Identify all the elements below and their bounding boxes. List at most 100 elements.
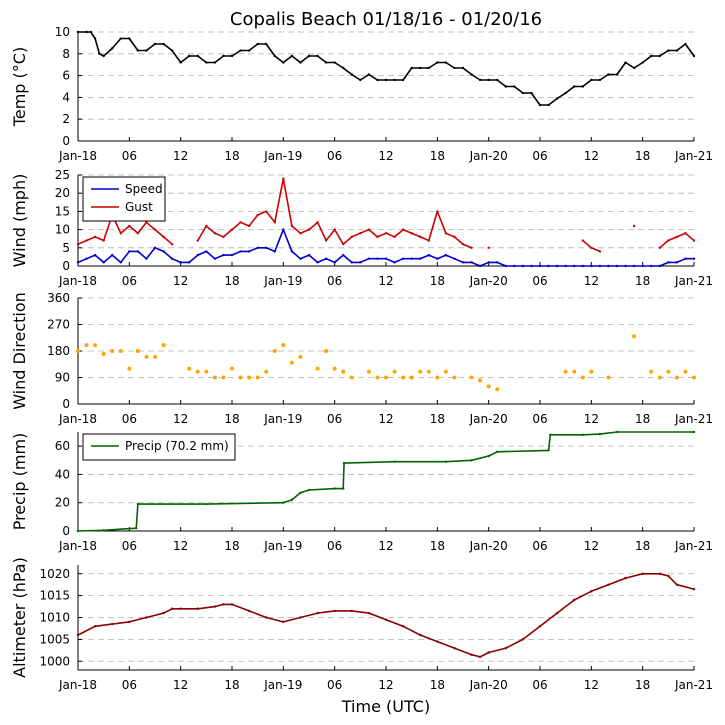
data-point [76, 349, 80, 353]
data-point [179, 61, 182, 64]
x-tick-label: 18 [430, 274, 445, 288]
x-tick-label: Jan-18 [58, 149, 97, 163]
data-point [161, 343, 166, 348]
data-point [487, 246, 490, 249]
data-point [101, 351, 106, 356]
data-point [350, 235, 353, 239]
data-point [487, 651, 490, 654]
data-point [89, 30, 93, 34]
data-point [436, 257, 439, 260]
data-point [658, 246, 661, 249]
legend: Precip (70.2 mm) [82, 433, 236, 461]
data-point [136, 49, 140, 52]
x-tick-label: 12 [378, 412, 393, 426]
data-point [453, 235, 456, 239]
y-tick-label: 360 [47, 291, 70, 305]
data-point [145, 221, 148, 224]
x-tick-label: 18 [635, 149, 650, 163]
data-point [495, 387, 500, 392]
data-point [350, 73, 353, 76]
data-point [289, 360, 294, 365]
data-point [342, 253, 345, 257]
x-tick-label: Jan-20 [469, 678, 508, 692]
data-point [93, 37, 97, 40]
x-tick-label: 18 [635, 274, 650, 288]
data-point [667, 239, 670, 242]
series-line-altimeter [77, 573, 695, 658]
y-tick-label: 180 [47, 344, 70, 358]
data-point [144, 354, 149, 359]
data-point [590, 264, 593, 268]
data-point [393, 261, 396, 264]
data-point [153, 42, 157, 46]
legend-label: Precip (70.2 mm) [125, 439, 229, 453]
data-point [282, 228, 285, 231]
data-point [222, 235, 225, 239]
data-point [145, 49, 148, 52]
data-point [324, 239, 328, 242]
data-point [650, 264, 653, 268]
data-point [342, 461, 346, 465]
data-point [632, 334, 637, 339]
data-point [632, 224, 636, 228]
data-point [444, 253, 448, 257]
data-point [607, 73, 610, 76]
x-tick-label: 06 [122, 149, 137, 163]
data-point [145, 616, 148, 619]
data-point [675, 235, 679, 239]
data-point [93, 235, 97, 239]
data-point [315, 366, 320, 371]
x-tick-label: 06 [327, 539, 342, 553]
data-point [461, 66, 465, 70]
data-point [205, 224, 208, 228]
data-point [444, 460, 448, 463]
data-point [683, 369, 688, 374]
data-point [247, 375, 252, 380]
data-point [436, 61, 439, 64]
data-point [615, 430, 619, 434]
data-point [581, 85, 584, 88]
x-tick-label: 06 [532, 274, 547, 288]
data-point [213, 257, 217, 260]
data-point [341, 369, 346, 374]
data-point [316, 54, 319, 58]
data-point [359, 78, 362, 82]
x-tick-label: 06 [327, 678, 342, 692]
data-point [282, 620, 285, 624]
data-point [538, 625, 542, 628]
data-point [667, 261, 670, 264]
x-tick-label: 12 [378, 274, 393, 288]
data-point [119, 261, 122, 264]
data-point [273, 221, 276, 224]
panel-temp: 0 2 4 6 8 10 Jan-18 06 12 18 Jan-19 06 12 18 Jan-20 06 1… [10, 25, 713, 163]
x-tick-label: 18 [224, 539, 239, 553]
data-point [504, 264, 507, 268]
data-point [376, 235, 379, 239]
x-tick-label: 18 [635, 678, 650, 692]
data-point [547, 264, 550, 268]
data-point [598, 264, 602, 268]
data-point [170, 242, 174, 246]
x-tick-label: 18 [430, 412, 445, 426]
data-point [443, 369, 448, 374]
data-point [615, 73, 619, 76]
data-point [111, 47, 114, 50]
data-point [572, 369, 577, 374]
data-point [624, 264, 627, 268]
data-point [188, 54, 191, 58]
data-point [461, 261, 465, 264]
data-point [316, 221, 319, 224]
data-point [290, 54, 294, 58]
data-point [513, 264, 516, 268]
data-point [290, 224, 294, 228]
data-point [436, 210, 439, 213]
data-point [453, 257, 456, 260]
data-point [230, 603, 234, 606]
data-point [162, 250, 165, 253]
data-point [187, 366, 192, 371]
data-point [384, 232, 388, 235]
legend-label: Gust [125, 200, 153, 214]
data-point [486, 384, 491, 389]
data-point [324, 61, 328, 64]
data-point [487, 261, 490, 264]
